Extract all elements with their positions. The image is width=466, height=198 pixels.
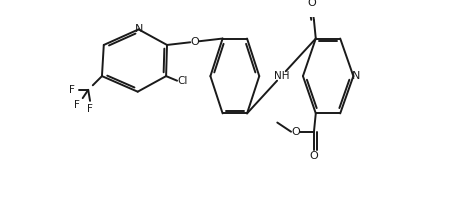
Text: F: F	[74, 100, 80, 109]
Text: F: F	[69, 85, 75, 95]
Text: O: O	[291, 127, 300, 137]
Text: N: N	[352, 71, 360, 81]
Text: F: F	[87, 104, 93, 114]
Text: O: O	[309, 150, 318, 161]
Text: O: O	[308, 0, 316, 8]
Text: NH: NH	[274, 71, 289, 81]
Text: O: O	[191, 37, 199, 47]
Text: N: N	[134, 24, 143, 34]
Text: Cl: Cl	[178, 76, 188, 86]
